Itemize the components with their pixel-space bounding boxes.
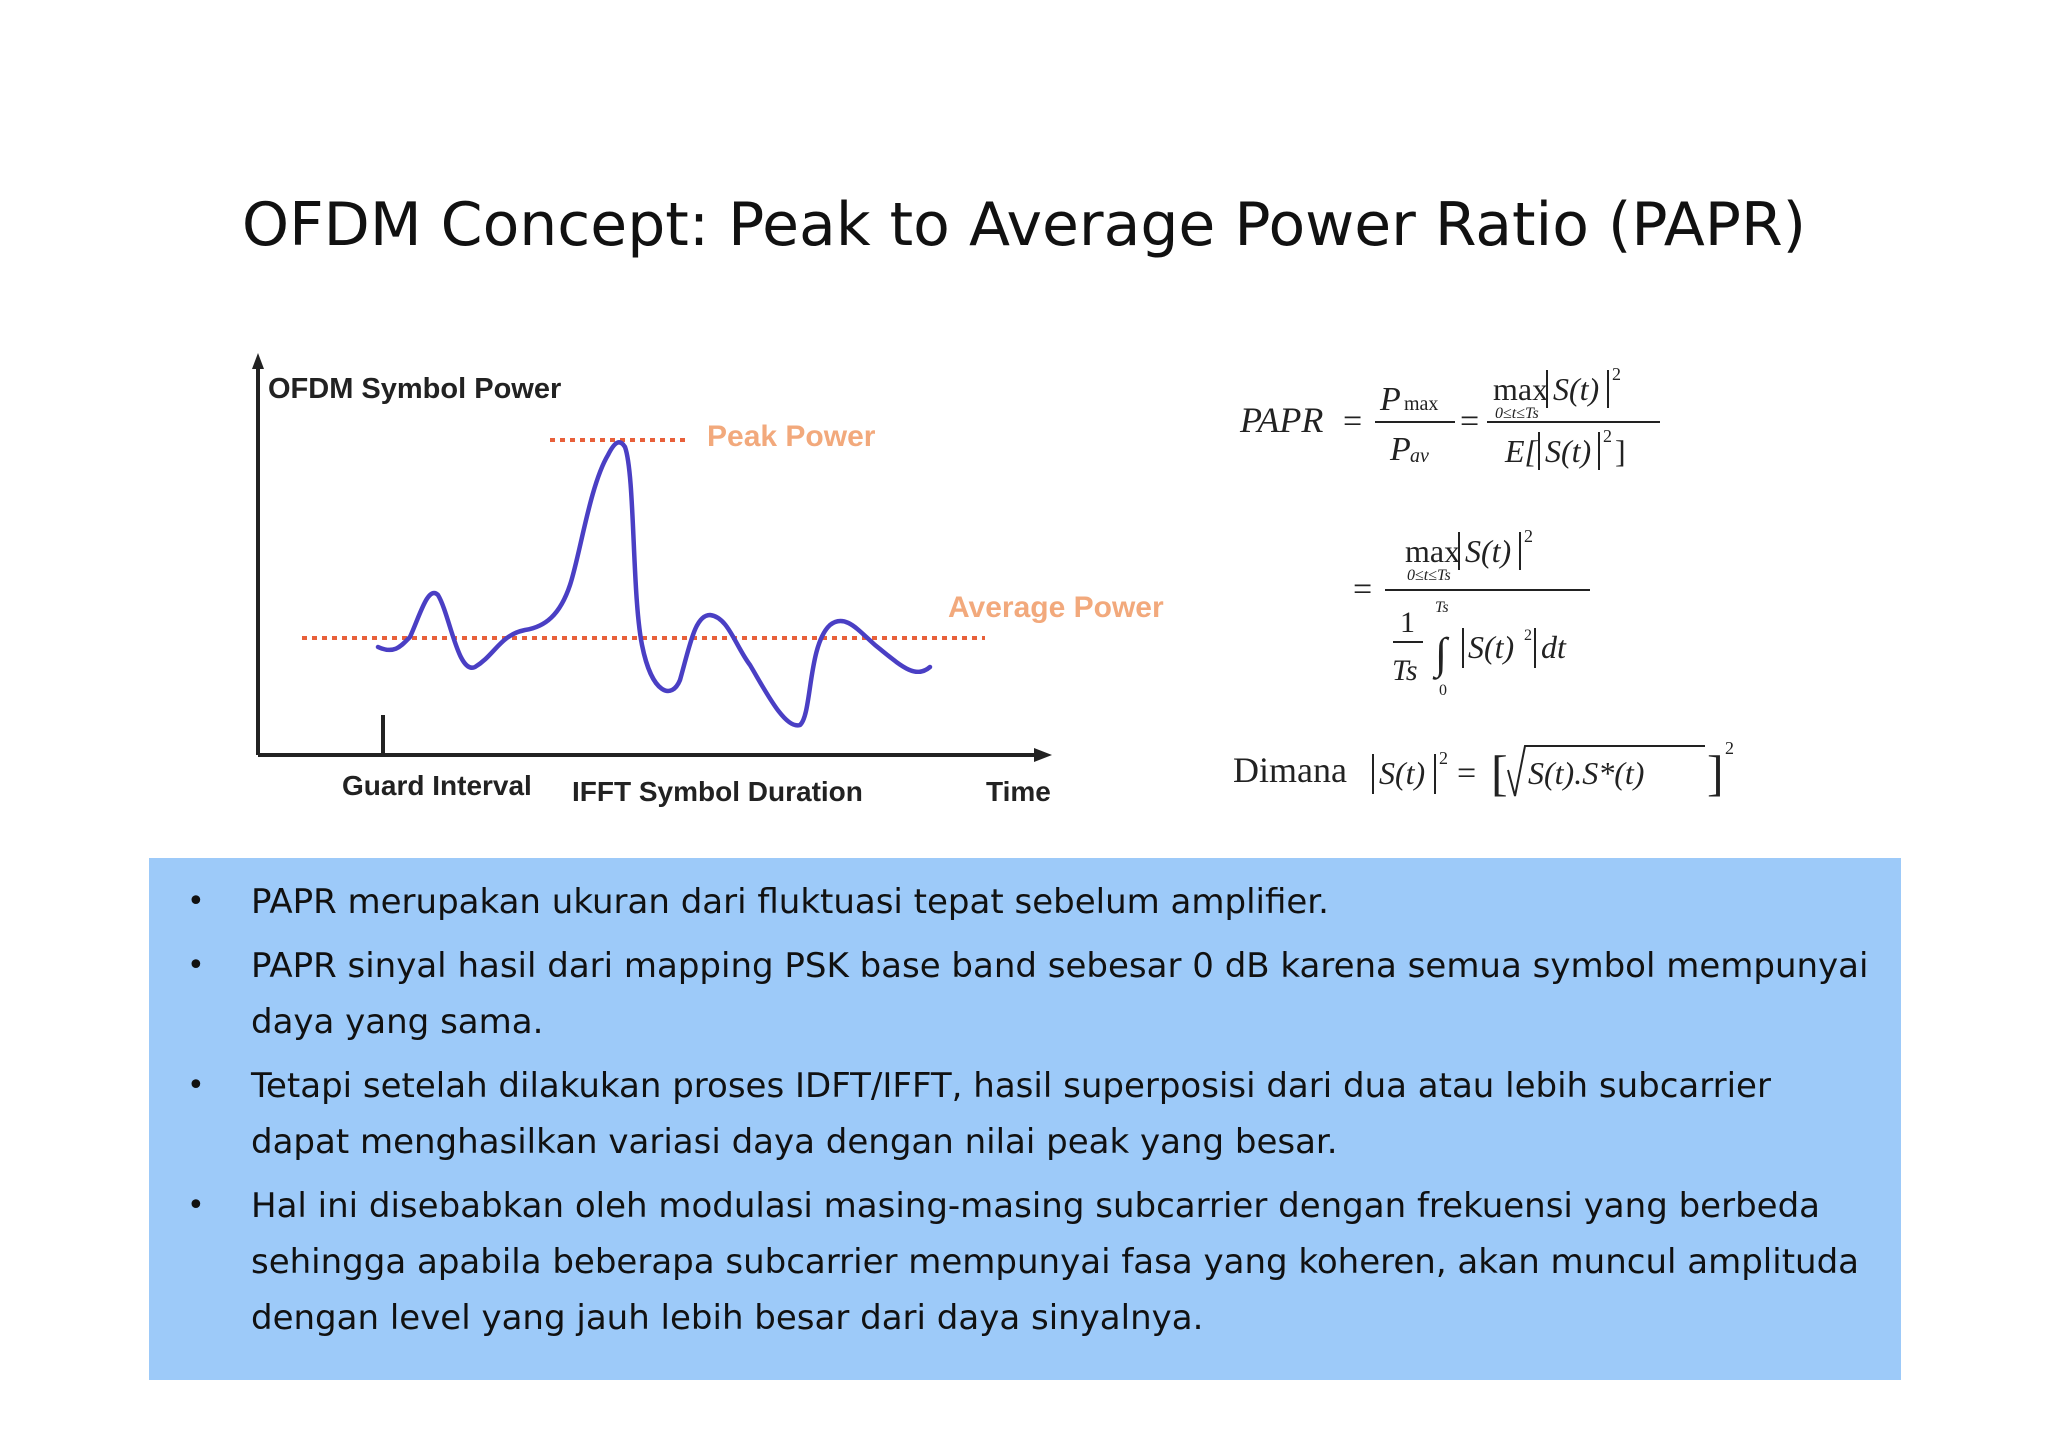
- svg-text:]: ]: [1615, 433, 1626, 469]
- bullet-dot: •: [187, 1188, 205, 1223]
- y-axis-arrow: [252, 353, 264, 369]
- svg-text:Ts: Ts: [1392, 654, 1418, 687]
- svg-text:P: P: [1379, 381, 1401, 418]
- svg-text:2: 2: [1524, 627, 1532, 644]
- svg-text:max: max: [1404, 393, 1438, 415]
- svg-text:max: max: [1405, 533, 1460, 569]
- svg-text:S(t): S(t): [1545, 433, 1591, 469]
- average-power-label: Average Power: [948, 591, 1164, 624]
- svg-text:S(t): S(t): [1465, 533, 1511, 569]
- bullet-item: • PAPR merupakan ukuran dari fluktuasi t…: [169, 874, 1871, 930]
- svg-text:E[: E[: [1504, 433, 1539, 469]
- ofdm-power-figure: OFDM Symbol Power Peak Power Average Pow…: [240, 345, 1180, 855]
- bullet-text: Hal ini disebabkan oleh modulasi masing-…: [251, 1186, 1859, 1338]
- svg-text:dt: dt: [1541, 629, 1567, 665]
- slide-title: OFDM Concept: Peak to Average Power Rati…: [241, 190, 1807, 260]
- svg-text:2: 2: [1439, 748, 1448, 768]
- y-axis-label: OFDM Symbol Power: [268, 373, 562, 405]
- svg-text:2: 2: [1612, 364, 1621, 384]
- svg-text:2: 2: [1725, 738, 1734, 758]
- bullet-dot: •: [187, 884, 205, 919]
- papr-formulas: PAPR = P max P av = max 0≤t≤Ts S(t) 2 E[…: [1225, 350, 1785, 820]
- bullet-text: PAPR merupakan ukuran dari fluktuasi tep…: [251, 882, 1329, 922]
- svg-text:∫: ∫: [1432, 629, 1450, 680]
- svg-text:P: P: [1389, 431, 1411, 468]
- svg-text:1: 1: [1400, 606, 1415, 639]
- svg-text:max: max: [1493, 371, 1548, 407]
- peak-power-label: Peak Power: [707, 420, 876, 453]
- svg-text:]: ]: [1707, 745, 1724, 801]
- ifft-duration-label: IFFT Symbol Duration: [572, 776, 863, 807]
- svg-text:Ts: Ts: [1435, 599, 1449, 616]
- svg-text:S(t): S(t): [1553, 371, 1599, 407]
- bullet-panel: • PAPR merupakan ukuran dari fluktuasi t…: [149, 858, 1901, 1380]
- svg-text:=: =: [1343, 403, 1362, 440]
- svg-text:=: =: [1353, 571, 1372, 608]
- svg-text:2: 2: [1524, 526, 1533, 546]
- svg-text:S(t).S*(t): S(t).S*(t): [1528, 755, 1644, 791]
- svg-text:0≤t≤Ts: 0≤t≤Ts: [1407, 567, 1451, 584]
- ofdm-power-diagram: [252, 353, 1052, 762]
- bullet-text: Tetapi setelah dilakukan proses IDFT/IFF…: [251, 1066, 1771, 1162]
- papr-integral-form: = max 0≤t≤Ts S(t) 2 1 Ts Ts ∫ 0 S(t) 2 d…: [1353, 526, 1590, 699]
- guard-interval-label: Guard Interval: [342, 770, 532, 801]
- dimana-word: Dimana: [1233, 750, 1347, 790]
- svg-text:2: 2: [1603, 426, 1612, 446]
- svg-text:[: [: [1491, 745, 1508, 801]
- svg-text:S(t): S(t): [1379, 755, 1425, 791]
- svg-text:0: 0: [1439, 682, 1447, 699]
- svg-text:=: =: [1460, 403, 1479, 440]
- x-axis-arrow: [1034, 748, 1052, 762]
- bullet-item: • Hal ini disebabkan oleh modulasi masin…: [169, 1178, 1871, 1346]
- bullet-item: • PAPR sinyal hasil dari mapping PSK bas…: [169, 938, 1871, 1050]
- svg-text:0≤t≤Ts: 0≤t≤Ts: [1495, 405, 1539, 422]
- svg-text:S(t): S(t): [1468, 629, 1514, 665]
- svg-text:=: =: [1457, 755, 1476, 792]
- bullet-dot: •: [187, 948, 205, 983]
- dimana-identity: Dimana S(t) 2 = [ S(t).S*(t) ] 2: [1233, 738, 1734, 801]
- papr-equations: PAPR = P max P av = max 0≤t≤Ts S(t) 2 E[…: [1233, 364, 1734, 801]
- time-label: Time: [986, 776, 1051, 807]
- power-waveform: [375, 440, 933, 728]
- bullet-list: • PAPR merupakan ukuran dari fluktuasi t…: [169, 874, 1871, 1346]
- bullet-dot: •: [187, 1068, 205, 1103]
- papr-definition: PAPR = P max P av = max 0≤t≤Ts S(t) 2 E[…: [1239, 364, 1660, 470]
- bullet-text: PAPR sinyal hasil dari mapping PSK base …: [251, 946, 1869, 1042]
- bullet-item: • Tetapi setelah dilakukan proses IDFT/I…: [169, 1058, 1871, 1170]
- svg-text:PAPR: PAPR: [1239, 400, 1323, 440]
- svg-text:av: av: [1410, 445, 1429, 467]
